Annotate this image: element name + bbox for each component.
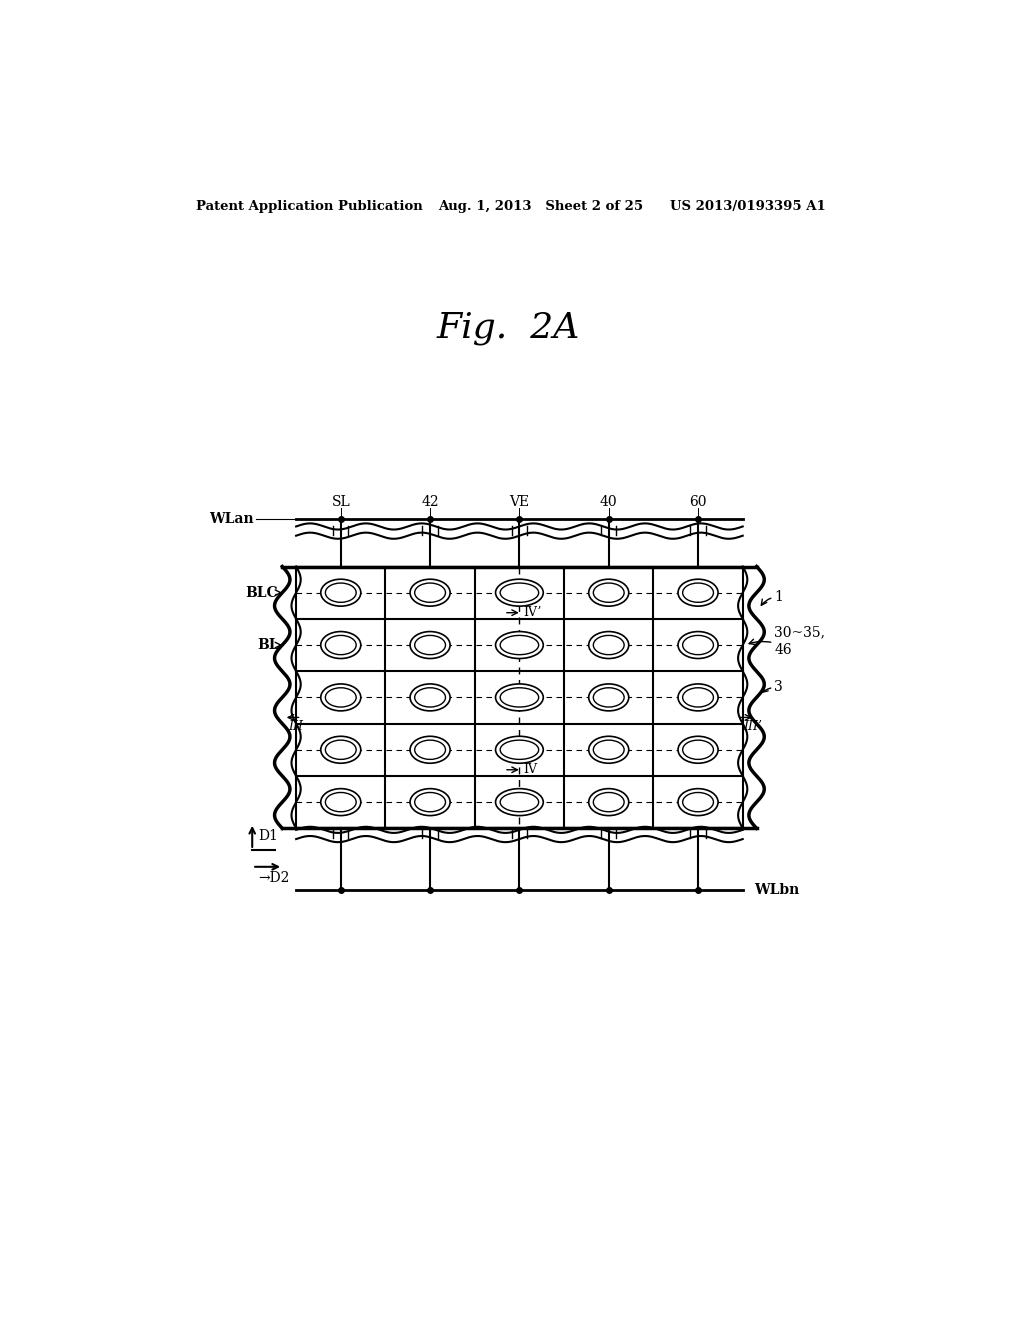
Text: WLan: WLan bbox=[209, 512, 254, 525]
Ellipse shape bbox=[678, 788, 718, 816]
Ellipse shape bbox=[496, 737, 544, 763]
Text: SL: SL bbox=[332, 495, 350, 508]
Ellipse shape bbox=[500, 635, 539, 655]
Ellipse shape bbox=[589, 737, 629, 763]
Ellipse shape bbox=[321, 631, 360, 659]
Ellipse shape bbox=[500, 688, 539, 708]
Text: III: III bbox=[289, 721, 303, 733]
Text: US 2013/0193395 A1: US 2013/0193395 A1 bbox=[670, 199, 825, 213]
Text: IV: IV bbox=[523, 763, 538, 776]
Ellipse shape bbox=[589, 788, 629, 816]
Ellipse shape bbox=[593, 792, 625, 812]
Ellipse shape bbox=[410, 631, 451, 659]
Ellipse shape bbox=[593, 635, 625, 655]
Text: VE: VE bbox=[509, 495, 529, 508]
Ellipse shape bbox=[321, 788, 360, 816]
Text: 3: 3 bbox=[774, 680, 783, 694]
Ellipse shape bbox=[500, 792, 539, 812]
Ellipse shape bbox=[410, 684, 451, 711]
Text: D1: D1 bbox=[258, 829, 279, 843]
Text: Patent Application Publication: Patent Application Publication bbox=[196, 199, 423, 213]
Ellipse shape bbox=[321, 684, 360, 711]
Ellipse shape bbox=[593, 583, 625, 602]
Ellipse shape bbox=[500, 741, 539, 759]
Ellipse shape bbox=[496, 684, 544, 711]
Ellipse shape bbox=[321, 737, 360, 763]
Text: BL: BL bbox=[257, 638, 279, 652]
Text: Fig.  2A: Fig. 2A bbox=[436, 310, 580, 345]
Ellipse shape bbox=[496, 631, 544, 659]
Ellipse shape bbox=[326, 688, 356, 708]
Text: →D2: →D2 bbox=[258, 871, 290, 886]
Ellipse shape bbox=[415, 741, 445, 759]
Ellipse shape bbox=[589, 579, 629, 606]
Text: Aug. 1, 2013   Sheet 2 of 25: Aug. 1, 2013 Sheet 2 of 25 bbox=[438, 199, 644, 213]
Ellipse shape bbox=[678, 684, 718, 711]
Text: 1: 1 bbox=[774, 590, 783, 605]
Ellipse shape bbox=[415, 635, 445, 655]
Ellipse shape bbox=[683, 741, 714, 759]
Ellipse shape bbox=[410, 579, 451, 606]
Ellipse shape bbox=[593, 741, 625, 759]
Ellipse shape bbox=[683, 688, 714, 708]
Text: 40: 40 bbox=[600, 495, 617, 508]
Text: BLC: BLC bbox=[246, 586, 279, 599]
Ellipse shape bbox=[500, 583, 539, 602]
Ellipse shape bbox=[326, 635, 356, 655]
Ellipse shape bbox=[415, 792, 445, 812]
Ellipse shape bbox=[326, 741, 356, 759]
Ellipse shape bbox=[589, 684, 629, 711]
Ellipse shape bbox=[496, 788, 544, 816]
Ellipse shape bbox=[678, 737, 718, 763]
Ellipse shape bbox=[678, 579, 718, 606]
Text: 60: 60 bbox=[689, 495, 707, 508]
Text: III’: III’ bbox=[742, 721, 762, 733]
Text: IV’: IV’ bbox=[523, 606, 542, 619]
Ellipse shape bbox=[321, 579, 360, 606]
Ellipse shape bbox=[496, 579, 544, 606]
Ellipse shape bbox=[683, 635, 714, 655]
Text: WLbn: WLbn bbox=[755, 883, 800, 896]
Ellipse shape bbox=[326, 792, 356, 812]
Ellipse shape bbox=[678, 631, 718, 659]
Ellipse shape bbox=[415, 583, 445, 602]
Ellipse shape bbox=[326, 583, 356, 602]
Ellipse shape bbox=[593, 688, 625, 708]
Ellipse shape bbox=[415, 688, 445, 708]
Ellipse shape bbox=[589, 631, 629, 659]
Ellipse shape bbox=[410, 788, 451, 816]
Ellipse shape bbox=[683, 583, 714, 602]
Ellipse shape bbox=[410, 737, 451, 763]
Ellipse shape bbox=[683, 792, 714, 812]
Text: 42: 42 bbox=[421, 495, 439, 508]
Text: 30~35,
46: 30~35, 46 bbox=[774, 626, 825, 657]
